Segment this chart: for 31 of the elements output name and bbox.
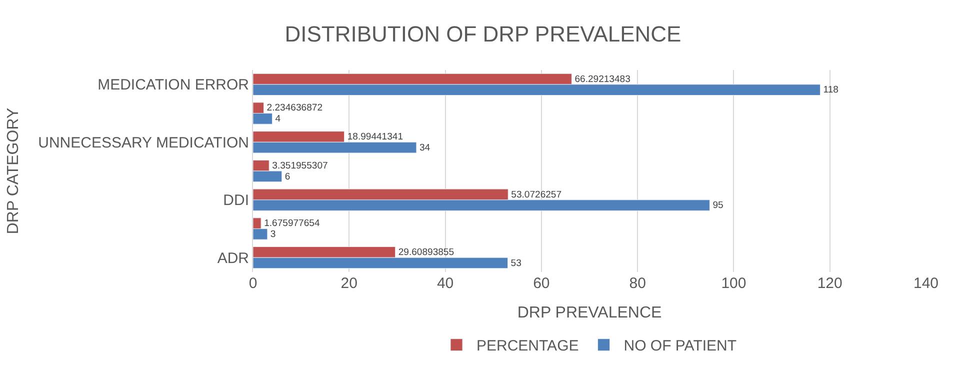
legend-label: NO OF PATIENT xyxy=(624,338,737,355)
x-axis-title: DRP PREVALENCE xyxy=(517,304,662,322)
y-tick-label: ADR xyxy=(217,250,250,267)
data-label: 18.99441341 xyxy=(347,132,404,143)
x-tick-label: 140 xyxy=(913,275,939,292)
data-label: 34 xyxy=(419,142,431,154)
data-label: 95 xyxy=(712,200,724,212)
x-tick-label: 0 xyxy=(248,275,258,292)
data-label: 3.351955307 xyxy=(272,160,328,172)
data-label: 4 xyxy=(275,114,282,125)
data-label: 53 xyxy=(510,258,522,269)
y-tick-label: UNNECESSARY MEDICATION xyxy=(38,134,249,152)
data-label: 29.60893855 xyxy=(398,247,454,258)
data-label: 2.234636872 xyxy=(266,102,323,114)
x-tick-label: 20 xyxy=(340,275,358,292)
y-axis-title: DRP CATEGORY xyxy=(5,108,22,234)
x-tick-label: 80 xyxy=(629,275,646,292)
data-label: 1.675977654 xyxy=(264,218,320,230)
x-tick-label: 40 xyxy=(436,275,454,292)
data-label: 6 xyxy=(284,171,290,182)
x-tick-label: 60 xyxy=(533,275,550,292)
data-label: 53.0726257 xyxy=(511,189,562,200)
legend-label: PERCENTAGE xyxy=(476,338,579,355)
chart-title: DISTRIBUTION OF DRP PREVALENCE xyxy=(284,22,682,47)
data-label: 3 xyxy=(270,228,276,240)
y-tick-label: MEDICATION ERROR xyxy=(98,76,250,94)
y-tick-label: DDI xyxy=(223,192,249,210)
data-label: 66.29213483 xyxy=(574,74,630,85)
x-tick-label: 120 xyxy=(817,275,842,292)
data-label: 118 xyxy=(823,84,838,96)
x-tick-label: 100 xyxy=(721,275,746,292)
